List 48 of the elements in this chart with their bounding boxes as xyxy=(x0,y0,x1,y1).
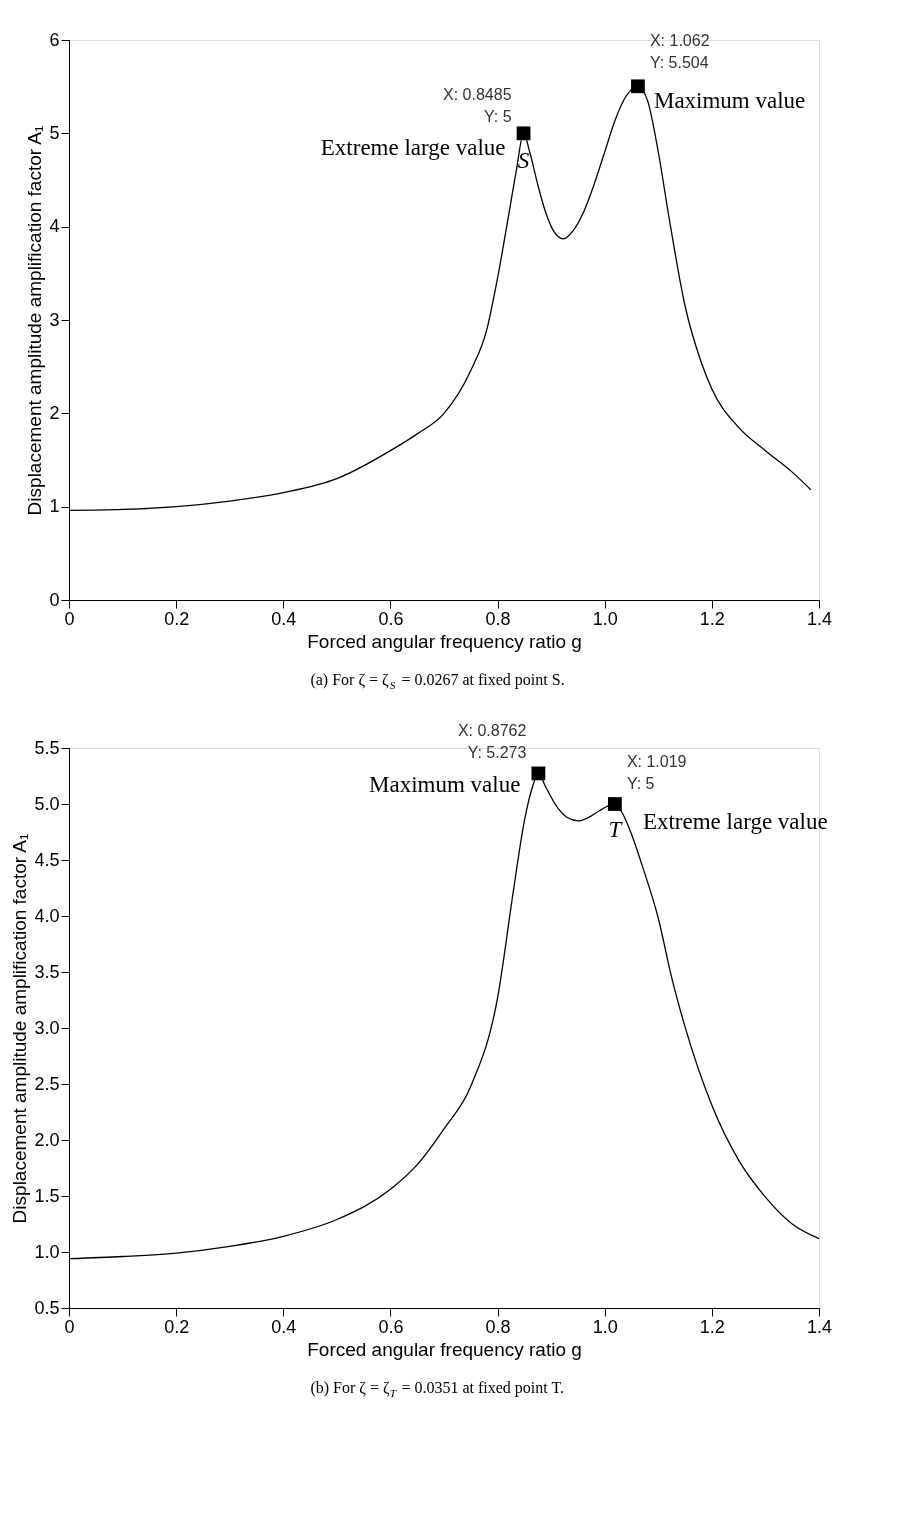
y-axis-title: Displacement amplitude amplification factor A₁ xyxy=(9,833,31,1224)
x-tick-label: 0.4 xyxy=(271,1316,297,1337)
y-tick-label: 5 xyxy=(49,122,60,143)
annotation: Maximum value xyxy=(369,772,521,798)
annotation: X: 0.8485 Y: 5 xyxy=(443,86,512,126)
x-tick-label: 1.0 xyxy=(592,608,618,629)
annotation: T xyxy=(608,817,624,842)
y-tick-label: 6 xyxy=(49,29,60,50)
y-tick-label: 1.0 xyxy=(34,1241,60,1262)
annotation: X: 1.019 Y: 5 xyxy=(626,753,687,792)
x-tick-label: 1.2 xyxy=(699,608,725,629)
y-tick-label: 2.5 xyxy=(34,1073,60,1094)
annotation: Maximum value xyxy=(653,88,806,114)
x-tick-label: 0 xyxy=(64,1316,75,1337)
y-tick-label: 4.0 xyxy=(34,905,60,926)
y-tick-label: 3.0 xyxy=(34,1017,60,1038)
x-tick-label: 1.4 xyxy=(806,608,833,629)
x-tick-label: 0.6 xyxy=(378,1316,404,1337)
x-tick-label: 0.2 xyxy=(164,608,190,629)
x-axis-title: Forced angular frequency ratio g xyxy=(307,1338,582,1360)
x-tick-label: 1.2 xyxy=(699,1316,725,1337)
y-tick-label: 2.0 xyxy=(34,1129,60,1150)
y-tick-label: 2 xyxy=(49,402,60,423)
annotation: Extreme large value xyxy=(642,809,828,834)
annotation: Extreme large value xyxy=(320,135,506,161)
y-tick-label: 3 xyxy=(49,309,60,330)
x-tick-label: 0.4 xyxy=(271,608,297,629)
annotation: X: 1.062 Y: 5.504 xyxy=(649,32,710,72)
x-axis-title: Forced angular frequency ratio g xyxy=(307,630,582,652)
y-tick-label: 3.5 xyxy=(34,961,60,982)
annotation: X: 0.8762 Y: 5.273 xyxy=(457,722,527,762)
x-tick-label: 0.6 xyxy=(378,608,404,629)
y-tick-label: 1 xyxy=(49,496,60,517)
x-tick-label: 0.8 xyxy=(485,1316,511,1337)
y-tick-label: 5.5 xyxy=(34,737,60,758)
x-tick-label: 0.2 xyxy=(164,1316,190,1337)
y-tick-label: 4 xyxy=(49,216,60,237)
y-tick-label: 5.0 xyxy=(34,793,60,814)
y-tick-label: 4.5 xyxy=(34,849,60,870)
x-tick-label: 0 xyxy=(64,608,75,629)
y-axis-title: Displacement amplitude amplification factor A₁ xyxy=(24,125,46,516)
x-tick-label: 1.0 xyxy=(592,1316,618,1337)
y-tick-label: 1.5 xyxy=(34,1185,60,1206)
x-tick-label: 0.8 xyxy=(485,608,511,629)
y-tick-label: 0 xyxy=(49,589,60,610)
annotation: S xyxy=(517,148,530,174)
x-tick-label: 1.4 xyxy=(806,1316,833,1337)
y-tick-label: 0.5 xyxy=(34,1297,60,1318)
